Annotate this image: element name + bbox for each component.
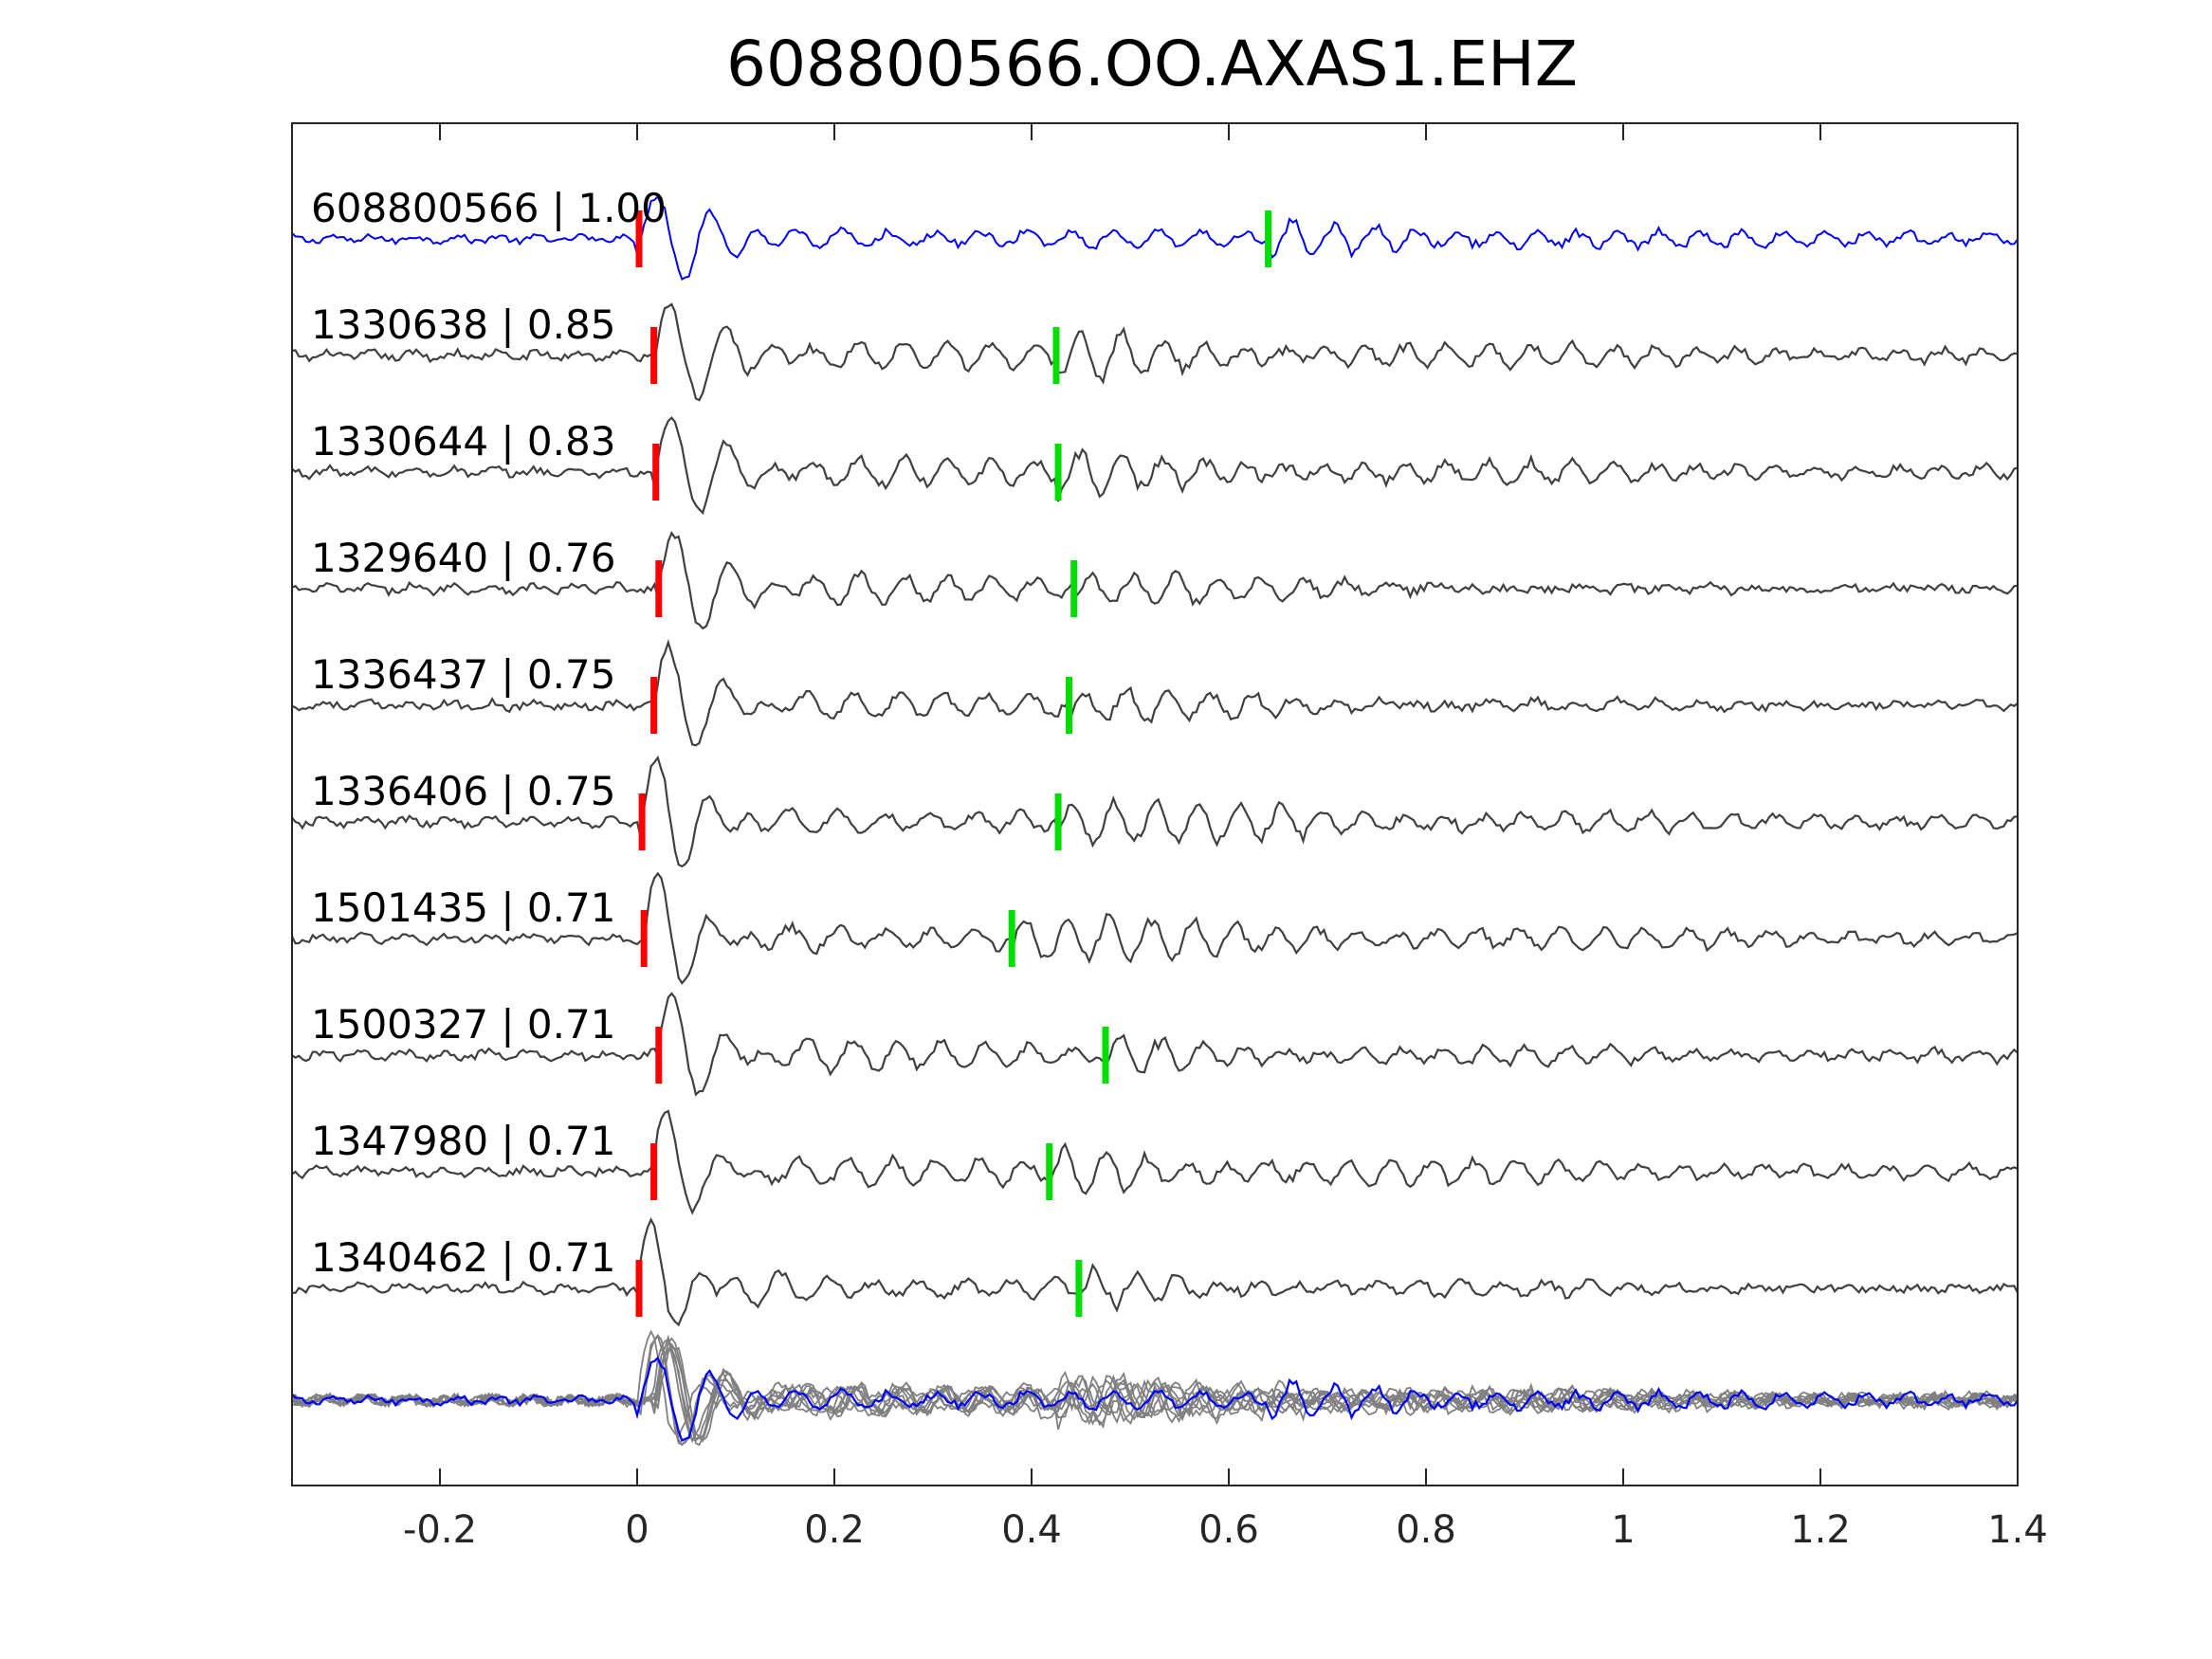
waveform-trace [291, 755, 2019, 868]
trace-label: 1329640 | 0.76 [311, 535, 615, 581]
waveform-trace [291, 1109, 2019, 1215]
stacked-trace [291, 1344, 2019, 1443]
x-axis: -0.2 0 0.2 0.4 0.6 0.8 1 1.2 1.4 [403, 123, 2048, 1552]
waveform-trace [291, 639, 2019, 747]
waveform-trace [291, 992, 2019, 1097]
trace-label: 1336406 | 0.75 [311, 768, 615, 814]
waveform-trace [291, 871, 2019, 985]
x-tick-label: 0.4 [1001, 1508, 1062, 1552]
traces-layer [291, 194, 2019, 1327]
waveform-trace [291, 415, 2019, 516]
trace-label: 1340462 | 0.71 [311, 1234, 615, 1281]
stacked-template-trace [291, 1356, 2019, 1443]
trace-label: 1500327 | 0.71 [311, 1001, 615, 1048]
trace-label: 1330638 | 0.85 [311, 301, 615, 348]
trace-label: 1501435 | 0.71 [311, 884, 615, 931]
trace-label: 1347980 | 0.71 [311, 1118, 615, 1164]
x-tick-label: 1 [1611, 1508, 1635, 1552]
phase-picks [635, 210, 1272, 1317]
trace-label: 1330644 | 0.83 [311, 418, 615, 465]
chart-title: 608800566.OO.AXAS1.EHZ [726, 27, 1578, 100]
plot-area [291, 122, 2019, 1486]
waveform-trace [291, 302, 2018, 402]
stacked-trace [291, 1337, 2019, 1442]
x-tick-label: 0.8 [1396, 1508, 1456, 1552]
trace-labels: 608800566 | 1.00 1330638 | 0.85 1330644 | … [311, 185, 667, 1281]
x-tick-label: 0 [625, 1508, 649, 1552]
waveform-trace [291, 1217, 2019, 1327]
stack-overlay [291, 1329, 2019, 1447]
waveform-trace [291, 194, 2019, 281]
x-tick-label: 0.2 [804, 1508, 865, 1552]
x-tick-label: -0.2 [403, 1508, 477, 1552]
trace-label: 608800566 | 1.00 [311, 185, 667, 231]
waveform-trace [291, 531, 2019, 630]
x-tick-label: 1.2 [1790, 1508, 1851, 1552]
x-tick-label: 1.4 [1987, 1508, 2048, 1552]
trace-label: 1336437 | 0.75 [311, 651, 615, 698]
x-tick-label: 0.6 [1198, 1508, 1259, 1552]
